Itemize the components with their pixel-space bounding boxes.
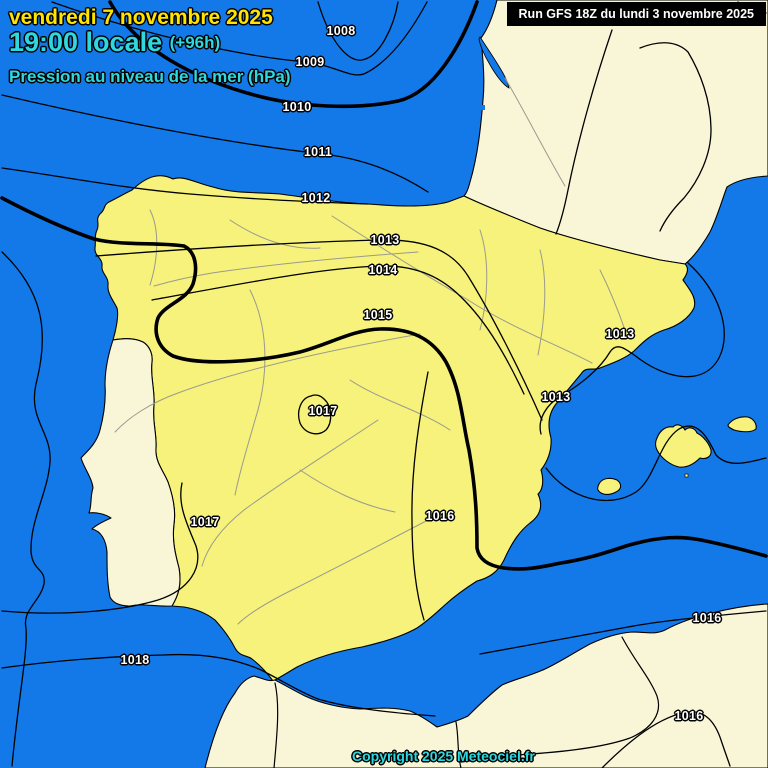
map-subtitle: Pression au niveau de la mer (hPa) xyxy=(9,67,291,86)
forecast-date: vendredi 7 novembre 2025 xyxy=(9,6,273,29)
forecast-time: 19:00 locale (+96h) xyxy=(9,27,220,58)
land-portugal xyxy=(80,338,181,607)
forecast-time-text: 19:00 locale xyxy=(9,27,163,57)
rivers-and-borders xyxy=(114,77,626,625)
isobars-thick xyxy=(0,0,768,571)
island-ibiza xyxy=(597,477,622,495)
forecast-offset: (+96h) xyxy=(169,33,221,52)
run-info-box: Run GFS 18Z du lundi 3 novembre 2025 xyxy=(506,2,766,26)
arcachon-bay xyxy=(480,105,485,110)
island-cabrera xyxy=(684,473,689,478)
africa-borders xyxy=(273,636,660,768)
gironde-estuary xyxy=(478,36,510,89)
copyright-text: Copyright 2025 Meteociel.fr xyxy=(352,748,535,764)
land-africa xyxy=(204,603,768,768)
island-menorca xyxy=(727,416,757,433)
island-mallorca xyxy=(654,424,712,468)
